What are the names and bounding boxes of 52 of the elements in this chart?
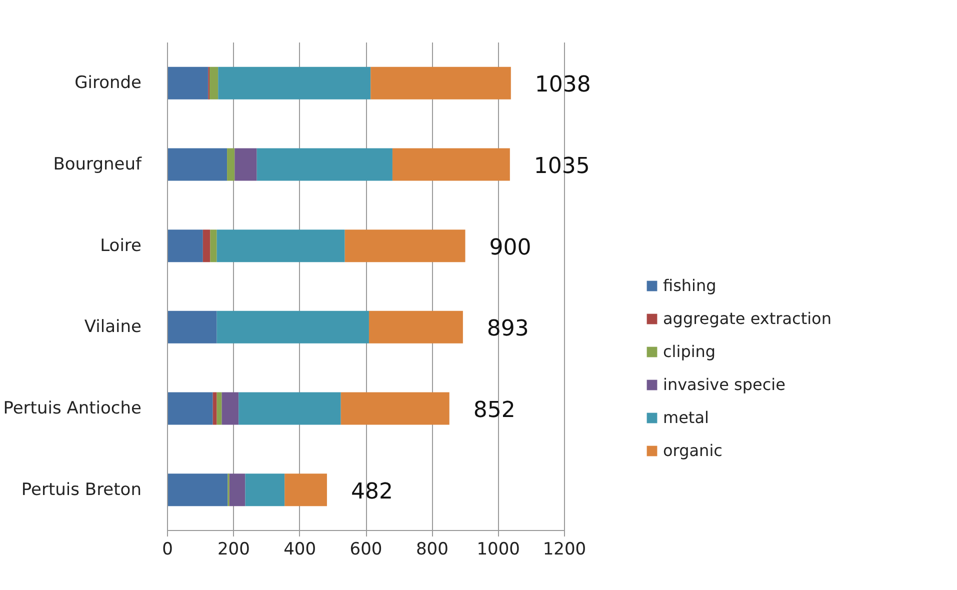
legend-label: organic [663,441,722,460]
bar [368,310,463,344]
bar [210,66,218,100]
bar [218,66,371,100]
y-tick-label: Pertuis Breton [21,480,142,500]
bar [392,148,510,181]
bar [227,148,235,181]
bar [168,66,208,100]
total-label: 893 [486,316,529,342]
bar [222,392,239,425]
bar [168,474,228,506]
legend-label: aggregate extraction [663,309,832,328]
x-tick-label: 400 [284,540,316,560]
bar [210,230,217,262]
y-tick-label: Pertuis Antioche [3,398,142,418]
y-tick-label: Bourgneuf [53,154,143,174]
legend-label: fishing [663,276,716,295]
x-tick-label: 0 [162,540,173,560]
total-label: 1038 [534,72,591,98]
x-tick-label: 600 [350,540,382,560]
bar [168,230,203,262]
legend-label: cliping [663,342,716,361]
bar [340,392,450,425]
legend-label: invasive specie [663,375,786,394]
y-tick-label: Loire [100,236,142,256]
bar [370,66,511,100]
x-tick-label: 800 [416,540,448,560]
bar [216,392,222,425]
x-tick-label: 1000 [476,540,520,560]
bar [168,148,228,181]
total-label: 852 [473,398,516,423]
x-tick-label: 200 [217,540,250,560]
bar [202,230,210,262]
bar [284,474,327,506]
bar [216,310,369,344]
bar [212,392,217,425]
bar [234,148,257,181]
total-label: 1035 [534,154,590,179]
bar [256,148,392,181]
bar [344,230,466,262]
bar [245,474,285,506]
total-label: 900 [489,235,532,260]
y-tick-label: Gironde [74,73,142,94]
bar [238,392,341,425]
bar [168,392,213,425]
legend-label: metal [663,408,709,427]
bar [229,474,246,506]
bar [168,310,217,344]
total-label: 482 [350,479,393,504]
x-tick-label: 1200 [542,540,586,560]
bar [216,230,345,262]
y-tick-label: Vilaine [84,317,142,338]
